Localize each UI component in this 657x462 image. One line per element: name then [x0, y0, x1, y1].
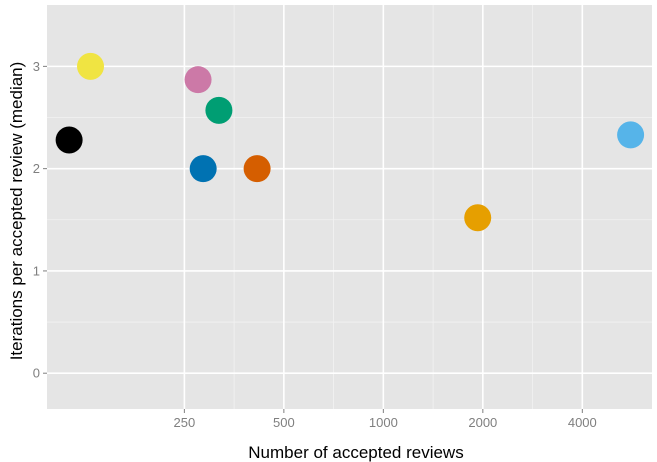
minor-gridlines: [47, 5, 652, 409]
x-tick-label: 250: [174, 415, 196, 430]
x-tick-label: 1000: [369, 415, 398, 430]
x-tick-label: 500: [273, 415, 295, 430]
y-tick-label: 2: [33, 161, 40, 176]
y-axis-title: Iterations per accepted review (median): [7, 62, 26, 361]
data-point: [243, 155, 271, 183]
x-axis-title: Number of accepted reviews: [248, 443, 463, 462]
x-tick-label: 4000: [568, 415, 597, 430]
x-tick-label: 2000: [468, 415, 497, 430]
y-tick-label: 1: [33, 263, 40, 278]
data-point: [77, 52, 105, 80]
data-point: [189, 155, 217, 183]
data-point: [55, 126, 83, 154]
data-point: [184, 66, 212, 94]
axis-ticks: [43, 65, 583, 413]
plot-panel: [47, 5, 652, 409]
data-point: [464, 204, 492, 232]
y-tick-label: 0: [33, 366, 40, 381]
data-points: [55, 52, 645, 232]
data-point: [205, 96, 233, 124]
data-point: [617, 121, 645, 149]
y-tick-label: 3: [33, 59, 40, 74]
tick-labels: 250 500 1000 2000 4000 0 1 2 3: [33, 59, 597, 430]
